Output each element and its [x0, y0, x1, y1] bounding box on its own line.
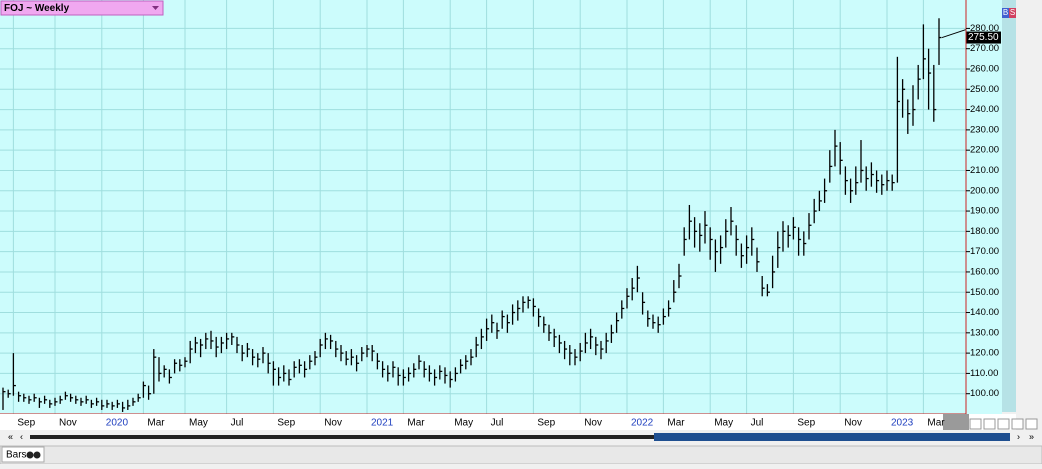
y-tick-label: 270.00	[970, 43, 999, 54]
x-labels: Sep Nov 2020 Mar May Jul Sep Nov 2021 Mar May Jul Se…	[17, 418, 945, 429]
x-tick-label: Nov	[59, 418, 77, 429]
grid	[0, 0, 966, 414]
x-tick-label: Jul	[491, 418, 504, 429]
last-price-label: 275.50	[968, 32, 999, 43]
x-tick-label: Sep	[277, 418, 295, 429]
price-axis-background	[966, 0, 1002, 414]
tab-icon	[33, 451, 41, 459]
y-tick-label: 160.00	[970, 266, 999, 277]
y-tick-label: 220.00	[970, 145, 999, 156]
x-tick-label: Sep	[797, 418, 815, 429]
y-tick-label: 110.00	[970, 368, 998, 379]
y-tick-label: 100.00	[970, 388, 999, 399]
y-tick-label: 200.00	[970, 185, 999, 196]
tab-bar	[0, 445, 1042, 465]
tab-label: Bars	[6, 450, 27, 461]
x-tick-label: 2020	[106, 418, 129, 429]
tool-button[interactable]	[1011, 418, 1024, 430]
scroll-last[interactable]: »	[1029, 431, 1034, 441]
icon-b[interactable]	[1002, 8, 1009, 18]
tool-button[interactable]	[997, 418, 1010, 430]
x-tick-label: Jul	[231, 418, 244, 429]
last-price-pointer	[941, 29, 967, 39]
y-tick-label: 140.00	[970, 307, 999, 318]
x-tick-label: 2023	[891, 418, 914, 429]
x-tick-label: Mar	[147, 418, 165, 429]
title-box[interactable]	[0, 0, 164, 16]
tool-button[interactable]	[983, 418, 996, 430]
y-tick-label: 170.00	[970, 246, 999, 257]
tool-button[interactable]	[969, 418, 982, 430]
chart-title: FOJ ~ Weekly	[4, 3, 70, 14]
x-tick-label: Nov	[324, 418, 342, 429]
x-tick-label: Mar	[667, 418, 685, 429]
y-tick-label: 240.00	[970, 104, 999, 115]
scroll-column	[1002, 0, 1016, 412]
x-tick-label: Mar	[407, 418, 425, 429]
x-tick-label: 2022	[631, 418, 654, 429]
last-price-box	[966, 31, 1001, 44]
x-tick-label: May	[454, 418, 473, 429]
x-tick-label: Sep	[537, 418, 555, 429]
icon-s-label: S	[1010, 8, 1015, 17]
icon-s[interactable]	[1009, 8, 1016, 18]
scroll-prev[interactable]: ‹	[20, 431, 23, 441]
x-axis-marker	[943, 414, 969, 430]
y-tick-label: 180.00	[970, 226, 999, 237]
scroll-track	[30, 435, 1010, 439]
scroll-thumb[interactable]	[654, 433, 1010, 441]
bars: 275.50	[2, 18, 1001, 412]
y-tick-label: 230.00	[970, 124, 999, 135]
toolbar-buttons	[969, 418, 1038, 430]
y-tick-label: 130.00	[970, 327, 999, 338]
y-tick-label: 120.00	[970, 348, 999, 359]
right-margin	[1016, 0, 1042, 430]
x-tick-label: Mar	[927, 418, 945, 429]
x-axis-band	[0, 414, 1016, 430]
x-tick-label: Jul	[751, 418, 764, 429]
tool-button[interactable]	[1025, 418, 1038, 430]
y-tick-label: 190.00	[970, 206, 999, 217]
y-tick-label: 280.00	[970, 23, 999, 34]
y-tick-label: 250.00	[970, 84, 999, 95]
icon-b-label: B	[1003, 8, 1008, 17]
dropdown-arrow[interactable]	[152, 6, 159, 10]
x-tick-label: Nov	[844, 418, 862, 429]
scroll-next[interactable]: ›	[1017, 431, 1020, 441]
y-tick-label: 210.00	[970, 165, 999, 176]
tab[interactable]	[1, 446, 45, 463]
y-tick-label: 260.00	[970, 64, 999, 75]
scroll-first[interactable]: «	[8, 431, 13, 441]
tab-icon	[26, 451, 34, 459]
x-tick-label: May	[189, 418, 208, 429]
y-labels: 100.00 110.00 120.00 130.00 140.00 150.00 160.…	[966, 23, 999, 399]
x-tick-label: Sep	[17, 418, 35, 429]
plot-background	[0, 0, 966, 414]
x-tick-label: 2021	[371, 418, 394, 429]
y-tick-label: 150.00	[970, 287, 999, 298]
x-tick-label: Nov	[584, 418, 602, 429]
x-tick-label: May	[714, 418, 733, 429]
